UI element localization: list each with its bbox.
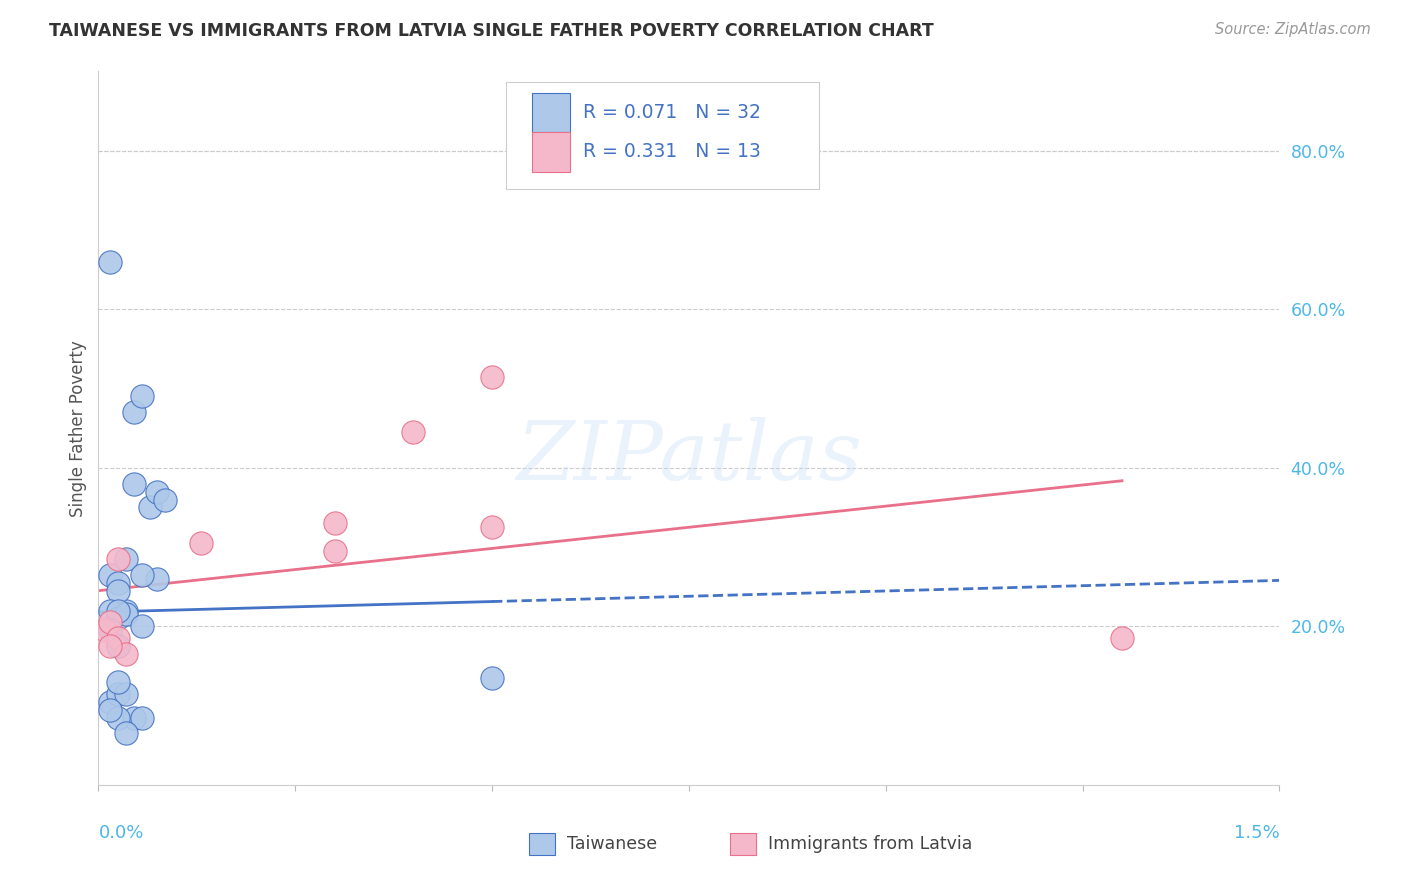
Point: [481, 369, 503, 384]
Point: [98, 603, 121, 617]
Point: [115, 603, 138, 617]
Point: [98, 703, 121, 717]
Point: [115, 687, 138, 701]
Text: Immigrants from Latvia: Immigrants from Latvia: [768, 835, 973, 853]
Text: R = 0.331   N = 13: R = 0.331 N = 13: [582, 143, 761, 161]
Point: [107, 687, 129, 701]
Point: [98, 695, 121, 709]
Point: [107, 710, 129, 724]
Point: [98, 639, 121, 653]
Point: [146, 572, 169, 586]
Point: [323, 516, 346, 531]
Point: [190, 536, 212, 550]
Point: [122, 476, 145, 491]
Text: R = 0.071   N = 32: R = 0.071 N = 32: [582, 103, 761, 122]
FancyBboxPatch shape: [506, 82, 818, 189]
Point: [131, 389, 153, 403]
Point: [98, 254, 121, 268]
FancyBboxPatch shape: [730, 833, 756, 855]
Point: [107, 552, 129, 566]
Point: [93, 624, 115, 638]
FancyBboxPatch shape: [531, 132, 569, 171]
Point: [107, 583, 129, 598]
Text: Taiwanese: Taiwanese: [567, 835, 658, 853]
Point: [107, 632, 129, 646]
Point: [115, 726, 138, 740]
Point: [115, 647, 138, 661]
FancyBboxPatch shape: [530, 833, 555, 855]
Point: [115, 552, 138, 566]
Point: [122, 710, 145, 724]
Point: [402, 425, 425, 439]
Text: 1.5%: 1.5%: [1233, 824, 1279, 842]
Point: [98, 567, 121, 582]
Point: [1111, 632, 1133, 646]
Point: [131, 710, 153, 724]
Point: [481, 671, 503, 685]
Point: [107, 611, 129, 625]
Text: TAIWANESE VS IMMIGRANTS FROM LATVIA SINGLE FATHER POVERTY CORRELATION CHART: TAIWANESE VS IMMIGRANTS FROM LATVIA SING…: [49, 22, 934, 40]
Point: [155, 492, 177, 507]
Text: 0.0%: 0.0%: [98, 824, 143, 842]
Point: [107, 639, 129, 653]
Text: ZIPatlas: ZIPatlas: [516, 417, 862, 497]
Point: [122, 405, 145, 419]
Point: [107, 575, 129, 590]
Point: [146, 484, 169, 499]
Point: [131, 619, 153, 633]
Point: [98, 624, 121, 638]
Point: [115, 607, 138, 622]
Point: [131, 567, 153, 582]
Point: [138, 500, 160, 515]
Point: [107, 603, 129, 617]
Point: [323, 544, 346, 558]
Point: [107, 674, 129, 689]
Y-axis label: Single Father Poverty: Single Father Poverty: [69, 340, 87, 516]
Point: [107, 639, 129, 653]
FancyBboxPatch shape: [531, 93, 569, 132]
Point: [98, 615, 121, 630]
Text: Source: ZipAtlas.com: Source: ZipAtlas.com: [1215, 22, 1371, 37]
Point: [481, 520, 503, 534]
